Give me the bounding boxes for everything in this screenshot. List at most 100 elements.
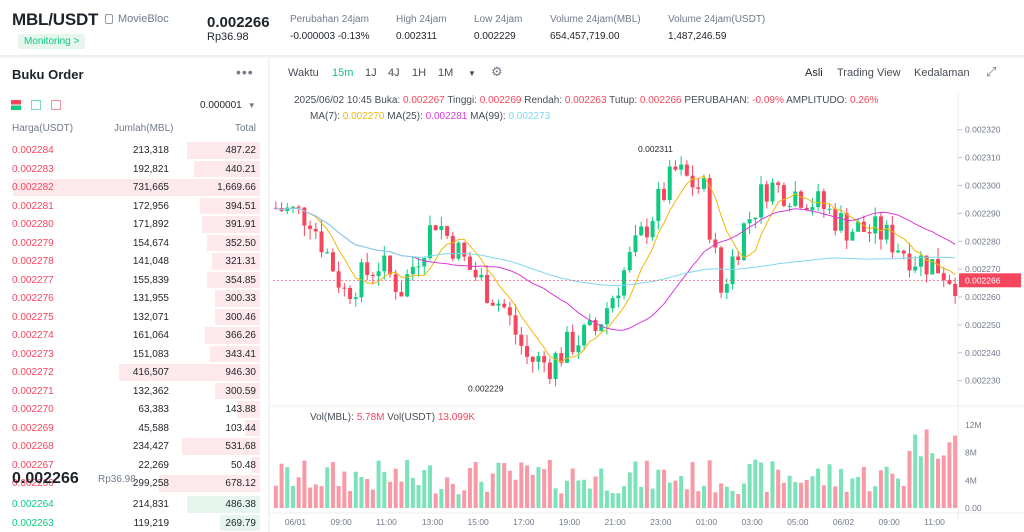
x-tick-label: 06/01	[285, 517, 307, 527]
ask-row[interactable]: 0.002280 171,892 391.91	[0, 215, 268, 234]
depth-bar	[210, 345, 260, 362]
depth-bar	[119, 364, 260, 381]
candle-body	[313, 228, 318, 232]
interval-1h[interactable]: 1H	[412, 67, 427, 79]
row-amount: 141,048	[132, 256, 169, 267]
ask-row[interactable]: 0.002283 192,821 440.21	[0, 160, 268, 179]
ask-row[interactable]: 0.002284 213,318 487.22	[0, 141, 268, 160]
coin-info-icon[interactable]	[105, 14, 113, 24]
candle-body	[616, 295, 621, 299]
volume-bar	[507, 470, 512, 508]
row-total: 366.26	[225, 330, 256, 341]
x-tick-label: 06/02	[833, 517, 855, 527]
candle-body	[410, 266, 415, 275]
depth-bar	[212, 253, 260, 270]
fullscreen-icon[interactable]: ⤢	[986, 64, 997, 79]
volume-bar	[656, 469, 661, 508]
bids-view-icon[interactable]	[31, 100, 41, 110]
volume-bar	[285, 467, 290, 508]
ask-row[interactable]: 0.002274 161,064 366.26	[0, 326, 268, 345]
both-view-icon[interactable]	[11, 100, 21, 110]
interval-4j[interactable]: 4J	[388, 67, 400, 79]
candle-body	[513, 315, 518, 335]
view-asli[interactable]: Asli	[805, 67, 823, 79]
row-total: 1,669.66	[217, 182, 256, 193]
volume-bar	[382, 471, 387, 508]
volume-bar	[679, 475, 684, 508]
volume-bar	[953, 435, 958, 508]
row-total: 487.22	[225, 145, 256, 156]
volume-bar	[627, 472, 632, 508]
ask-row[interactable]: 0.002281 172,956 394.51	[0, 197, 268, 216]
asks-view-icon[interactable]	[51, 100, 61, 110]
volume-bar	[570, 468, 575, 508]
candle-body	[730, 256, 735, 285]
candle-body	[764, 184, 769, 202]
candle-body	[913, 266, 918, 271]
ask-row[interactable]: 0.002277 155,839 354.85	[0, 271, 268, 290]
candle-body	[719, 247, 724, 293]
row-amount: 172,956	[132, 200, 169, 212]
ask-row[interactable]: 0.002267 22,269 50.48	[0, 456, 268, 475]
candlestick-chart[interactable]: 2025/06/02 10:45 Buka: 0.002267 Tinggi: …	[270, 58, 1024, 532]
ask-row[interactable]: 0.002275 132,071 300.46	[0, 308, 268, 327]
row-total: 531.68	[225, 441, 256, 452]
row-price: 0.002277	[12, 274, 54, 286]
current-price-tag	[959, 273, 1021, 288]
ask-row[interactable]: 0.002268 234,427 531.68	[0, 437, 268, 456]
more-icon[interactable]: •••	[236, 64, 254, 80]
precision-select[interactable]: 0.000001 ▼	[200, 100, 256, 111]
monitoring-badge[interactable]: Monitoring >	[18, 34, 86, 49]
ask-row[interactable]: 0.002270 63,383 143.88	[0, 400, 268, 419]
candle-body	[781, 185, 786, 206]
row-price: 0.002274	[12, 330, 54, 341]
settings-icon[interactable]: ⚙	[491, 64, 503, 79]
volume-bar	[787, 475, 792, 508]
row-amount: 132,362	[132, 385, 169, 397]
view-tradingview[interactable]: Trading View	[837, 67, 901, 79]
row-total: 321.31	[225, 256, 256, 267]
ask-row[interactable]: 0.002269 45,588 103.44	[0, 419, 268, 438]
row-amount: 213,318	[132, 145, 169, 156]
ask-row[interactable]: 0.002273 151,083 343.41	[0, 345, 268, 364]
candle-body	[856, 221, 861, 232]
ask-row[interactable]: 0.002276 131,955 300.33	[0, 289, 268, 308]
candle-body	[302, 207, 307, 226]
interval-1j[interactable]: 1J	[365, 67, 377, 79]
row-total: 50.48	[230, 459, 256, 471]
candle-body	[759, 184, 764, 218]
row-total: 300.59	[225, 385, 256, 397]
volume-bar	[296, 477, 301, 508]
volume-bar	[878, 470, 883, 508]
mid-price[interactable]: 0.002266	[12, 470, 79, 487]
y-tick-label: 0.002270	[965, 264, 1001, 274]
ask-row[interactable]: 0.002271 132,362 300.59	[0, 382, 268, 401]
y-tick-label: 0.002240	[965, 348, 1001, 358]
volume-bar	[867, 491, 872, 508]
ask-row[interactable]: 0.002282 731,665 1,669.66	[0, 178, 268, 197]
volume-bar	[673, 480, 678, 508]
bid-row[interactable]: 0.002264 214,831 486.38	[0, 495, 268, 514]
candle-body	[821, 191, 826, 209]
ask-row[interactable]: 0.002272 416,507 946.30	[0, 363, 268, 382]
ask-row[interactable]: 0.002278 141,048 321.31	[0, 252, 268, 271]
volume-bar	[924, 429, 929, 508]
coin-name[interactable]: MovieBloc	[118, 13, 169, 25]
interval-15m[interactable]: 15m	[332, 67, 354, 79]
volume-bar	[730, 490, 735, 508]
ask-row[interactable]: 0.002279 154,674 352.50	[0, 234, 268, 253]
pair-title[interactable]: MBL/USDT	[12, 10, 99, 29]
volume-bar	[365, 478, 370, 508]
candle-body	[393, 274, 398, 292]
candle-body	[348, 288, 353, 299]
row-price: 0.002281	[12, 200, 54, 212]
row-total: 394.51	[225, 200, 256, 212]
candle-body	[353, 297, 358, 299]
candle-body	[325, 252, 330, 254]
interval-dropdown-icon[interactable]: ▼	[468, 69, 476, 78]
interval-1m[interactable]: 1M	[438, 67, 454, 79]
view-depth[interactable]: Kedalaman	[914, 67, 970, 79]
bid-row[interactable]: 0.002263 119,219 269.79	[0, 514, 268, 532]
ask-row[interactable]: 0.002266 299,258 678.12	[0, 474, 268, 493]
depth-bar	[215, 308, 260, 325]
